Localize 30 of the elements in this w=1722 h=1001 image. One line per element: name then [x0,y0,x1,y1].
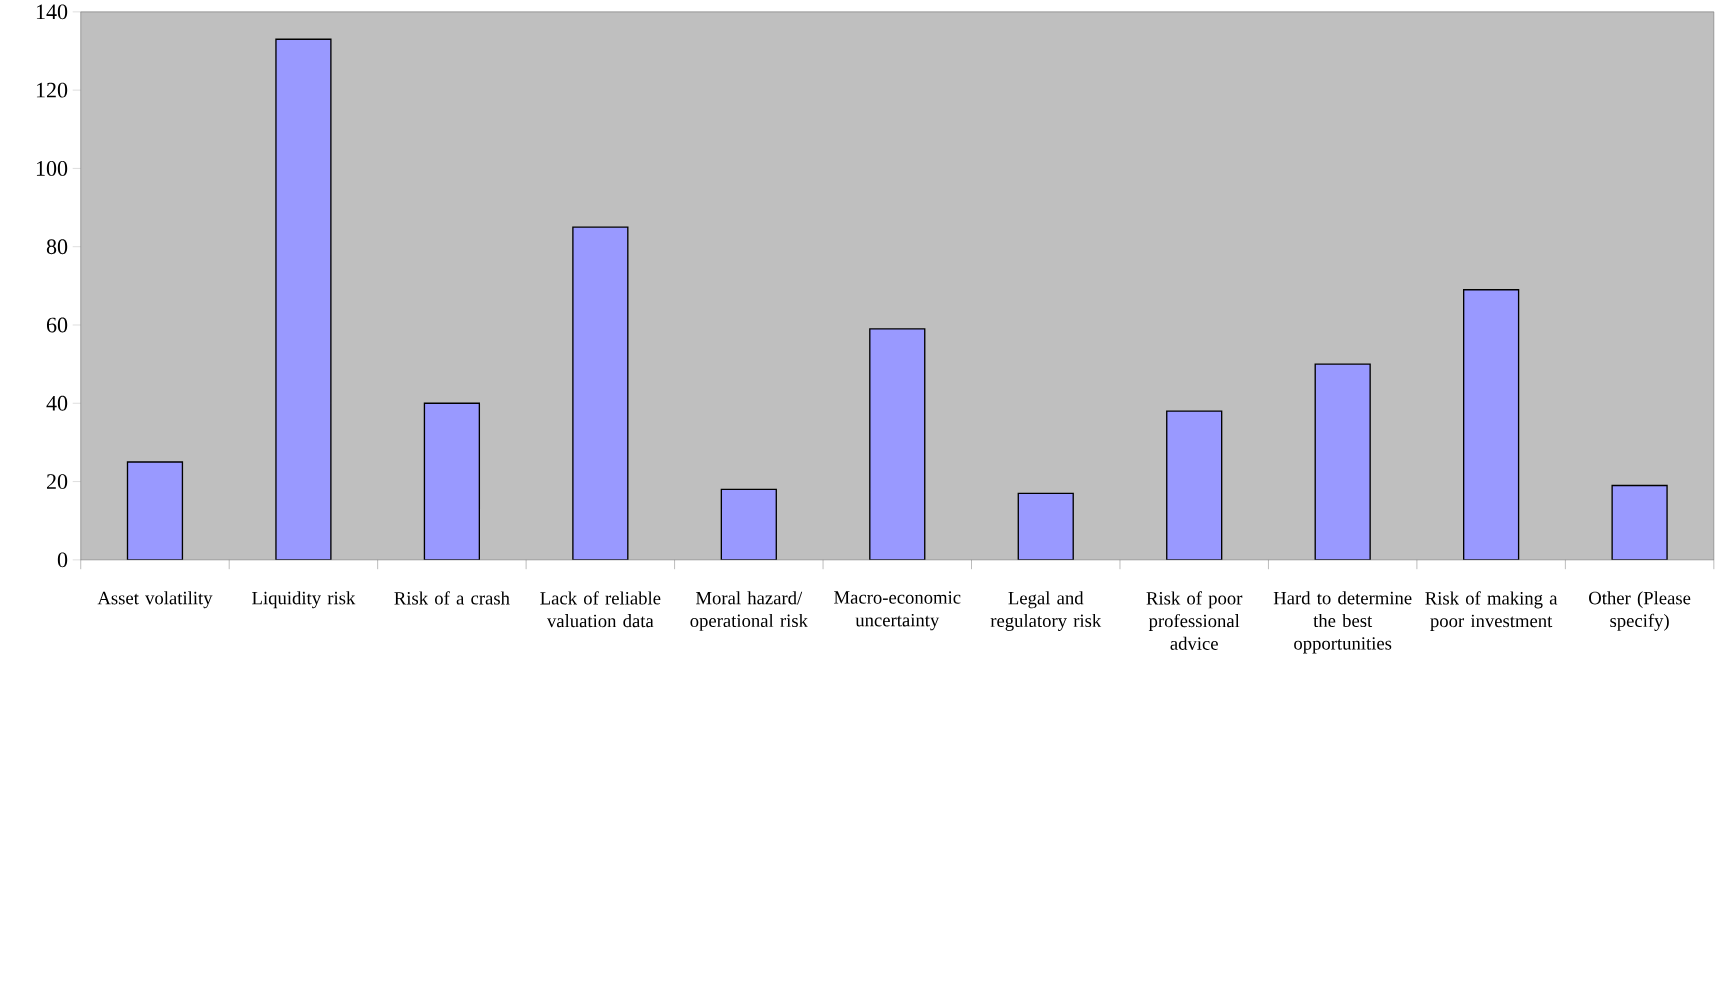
x-tick-label: Hard to determine the best opportunities [1273,591,1412,654]
y-tick-label: 140 [36,4,68,20]
x-tick-label: Macro-economic uncertainty [834,591,961,631]
bar [1463,288,1520,560]
bar [1314,363,1371,560]
y-tick-label: 120 [36,82,68,98]
x-tick-label: Moral hazard/ operational risk [690,591,808,631]
bar [1017,492,1074,560]
y-tick-label: 60 [46,317,68,333]
x-tick-label: Liquidity risk [252,591,356,609]
x-tick-label: Risk of poor professional advice [1146,591,1243,650]
bar [275,38,332,560]
y-tick-label: 40 [46,395,68,411]
bar [423,402,481,560]
bar [126,461,184,560]
x-tick-label: Asset volatility [97,591,213,609]
x-tick-label: Risk of a crash [394,591,510,605]
y-tick-label: 80 [46,239,68,254]
bar [1611,484,1668,560]
y-tick-label: 0 [57,552,68,568]
x-tick-label: Lack of reliable valuation data [540,591,661,628]
bar [869,328,926,560]
x-tick-label: Risk of making a poor investment [1425,591,1558,631]
bar [1166,410,1223,560]
y-tick-label: 20 [46,473,68,489]
bar [572,226,629,560]
y-tick-label: 100 [36,160,68,176]
bar [720,488,777,560]
x-tick-label: Other (Please specify) [1589,591,1691,631]
x-tick-label: Legal and regulatory risk [990,591,1102,631]
